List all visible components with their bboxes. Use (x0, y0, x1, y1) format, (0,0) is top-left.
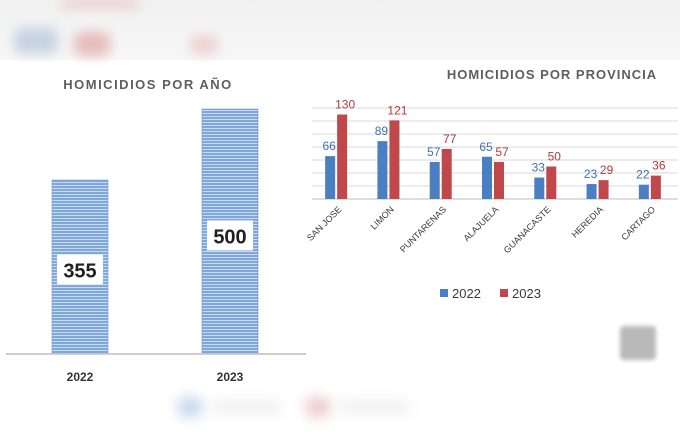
chart-title-province: HOMICIDIOS POR PROVINCIA (447, 67, 657, 82)
data-label-box (207, 220, 253, 251)
data-label-2022: 22 (636, 168, 650, 182)
blurred-legend-left (178, 398, 202, 416)
x-tick-label-province: PUNTARENAS (398, 204, 448, 254)
legend-label: 2022 (452, 286, 481, 301)
bar-2023-san-jose (337, 114, 348, 199)
bar-2023-puntarenas (441, 148, 452, 199)
watermark-blob (620, 326, 656, 360)
data-label-box (57, 254, 103, 285)
data-label-2023: 57 (495, 145, 509, 159)
data-label-2023: 121 (387, 103, 407, 117)
bar-2023-cartago (650, 175, 661, 199)
bar-2023-heredia (598, 180, 609, 199)
bar-2022-heredia (586, 184, 597, 199)
blurred-legend-left-text (212, 402, 282, 412)
bar-2022-guanacaste (534, 177, 545, 199)
data-label-year-2023: 500 (213, 226, 246, 248)
data-label-2022: 65 (479, 140, 493, 154)
legend-label: 2023 (512, 286, 541, 301)
x-tick-label-province: CARTAGO (619, 204, 657, 242)
bar-2022-limon (377, 141, 388, 199)
bar-2023-guanacaste (546, 166, 557, 199)
bar-2022-puntarenas (429, 161, 440, 199)
bar-2022-san-jose (325, 156, 336, 199)
blurred-shape (14, 28, 58, 54)
data-label-2022: 89 (375, 124, 389, 138)
data-label-2022: 57 (427, 145, 441, 159)
blurred-legend-right-text (340, 402, 410, 412)
data-label-2023: 36 (652, 159, 666, 173)
data-label-2022: 33 (532, 161, 546, 175)
blurred-shape (190, 36, 218, 54)
data-label-2023: 29 (600, 163, 614, 177)
chart-title-year: HOMICIDIOS POR AÑO (63, 77, 233, 92)
bar-2022-cartago (638, 184, 649, 199)
x-tick-label-province: LIMON (369, 204, 396, 231)
bar-2023-alajuela (494, 161, 504, 199)
blurred-shape (60, 0, 140, 8)
x-tick-label-province: ALAJUELA (462, 204, 501, 243)
legend-swatch (440, 289, 448, 297)
x-tick-label-province: SAN JOSE (305, 204, 344, 243)
blurred-header-band (0, 0, 680, 60)
data-label-year-2022: 355 (63, 261, 96, 283)
x-tick-label-year: 2023 (217, 370, 244, 384)
x-tick-label-province: GUANACASTE (502, 204, 553, 255)
data-label-2023: 50 (548, 150, 562, 164)
blurred-shape (74, 32, 110, 56)
x-tick-label-province: HEREDIA (570, 204, 605, 239)
data-label-2023: 130 (335, 98, 355, 112)
blurred-legend-right (306, 398, 330, 416)
legend-swatch (500, 289, 508, 297)
data-label-2023: 77 (443, 132, 457, 146)
data-label-2022: 66 (322, 139, 336, 153)
data-label-2022: 23 (584, 167, 598, 181)
x-tick-label-year: 2022 (67, 370, 94, 384)
bar-2023-limon (389, 120, 400, 199)
bar-2022-alajuela (482, 156, 492, 199)
